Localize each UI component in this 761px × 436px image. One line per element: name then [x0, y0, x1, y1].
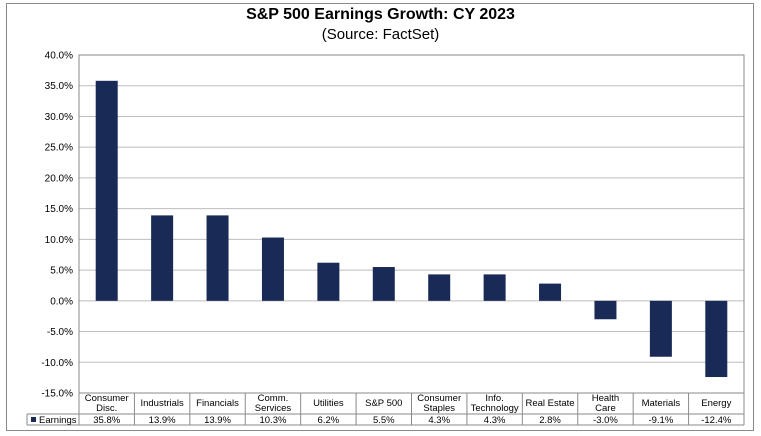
data-label: 4.3% [428, 415, 450, 426]
y-tick-label: -15.0% [41, 389, 73, 400]
bar [483, 274, 506, 301]
y-tick-label: -5.0% [47, 327, 73, 338]
category-label: Energy [701, 398, 731, 409]
y-tick-label: 25.0% [45, 143, 73, 154]
bar [649, 300, 672, 357]
bar [261, 237, 284, 301]
y-tick-label: 5.0% [50, 266, 73, 277]
data-label: -3.0% [593, 415, 618, 426]
category-label: Real Estate [525, 398, 574, 409]
data-label: 4.3% [484, 415, 506, 426]
y-tick-label: -10.0% [41, 358, 73, 369]
y-tick-label: 40.0% [45, 51, 73, 62]
bar [539, 283, 562, 301]
legend-key [31, 417, 36, 422]
category-label: Info. Technology [471, 393, 519, 414]
bar [705, 300, 728, 378]
category-label: Utilities [313, 398, 344, 409]
category-label: Materials [642, 398, 681, 409]
category-label: Industrials [140, 398, 184, 409]
chart-frame [6, 3, 754, 431]
data-label: 5.5% [373, 415, 395, 426]
y-tick-label: 35.0% [45, 81, 73, 92]
bar [594, 300, 617, 320]
y-tick-label: 20.0% [45, 173, 73, 184]
bar [151, 215, 174, 301]
category-label: S&P 500 [365, 398, 402, 409]
bar [372, 267, 395, 301]
category-label: Health Care [592, 393, 619, 414]
bar [95, 80, 118, 301]
data-label: 6.2% [318, 415, 340, 426]
data-label: 13.9% [149, 415, 176, 426]
data-label: -12.4% [701, 415, 732, 426]
data-label: -9.1% [648, 415, 673, 426]
y-tick-label: 30.0% [45, 112, 73, 123]
data-label: 2.8% [539, 415, 561, 426]
category-label: Consumer Staples [417, 393, 461, 414]
y-tick-label: 0.0% [50, 296, 73, 307]
category-label: Consumer Disc. [85, 393, 129, 414]
bar [206, 215, 229, 301]
category-label: Comm. Services [255, 393, 292, 414]
bar [317, 262, 340, 301]
data-label: 13.9% [204, 415, 231, 426]
category-label: Financials [196, 398, 239, 409]
data-label: 35.8% [93, 415, 120, 426]
chart-title: S&P 500 Earnings Growth: CY 2023 [246, 6, 515, 23]
data-label: 10.3% [259, 415, 286, 426]
chart-subtitle: (Source: FactSet) [321, 26, 440, 43]
plot-area [78, 54, 745, 394]
y-tick-label: 10.0% [45, 235, 73, 246]
legend-label: Earnings [39, 415, 77, 426]
bar [428, 274, 451, 301]
y-tick-label: 15.0% [45, 204, 73, 215]
